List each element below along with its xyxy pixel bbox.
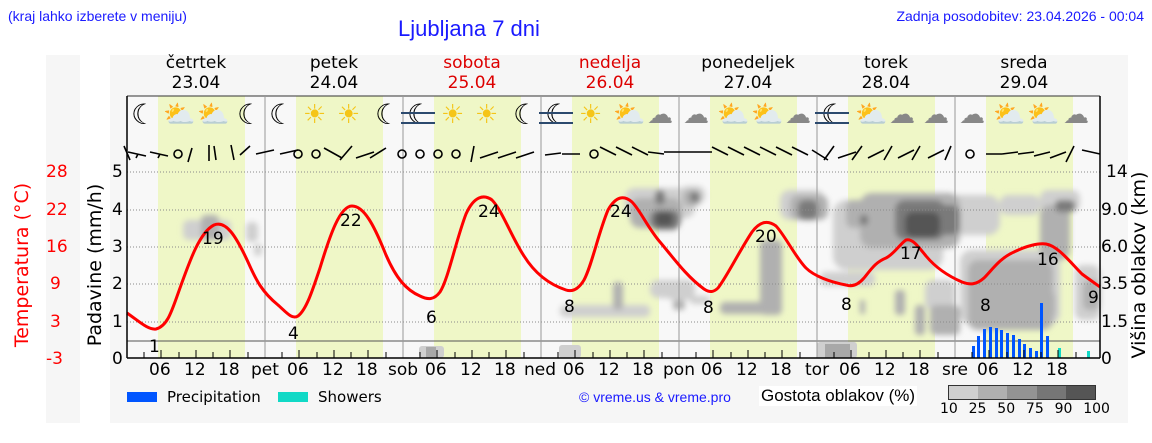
day-label-1: petek 24.04 <box>309 53 359 93</box>
gridlines <box>127 171 1100 323</box>
sun-icon: ☀ <box>475 100 499 130</box>
sun-cloud-icon: ⛅ <box>163 100 196 130</box>
temp-max-label: 22 <box>340 211 362 231</box>
cloud-icon: ☁ <box>889 100 915 130</box>
precip-tick: 3 <box>112 237 123 257</box>
temp-tick: -3 <box>46 349 63 369</box>
precip-tick: 2 <box>112 274 123 294</box>
precip-tick: 4 <box>112 200 123 220</box>
day-label-5: torek 28.04 <box>861 53 911 93</box>
temp-max-label: 24 <box>478 202 500 222</box>
hour-ticks <box>143 350 1077 358</box>
sun-cloud-icon: ⛅ <box>855 100 888 130</box>
temp-tick: 22 <box>46 200 68 220</box>
day-label-0: četrtek 23.04 <box>165 53 227 93</box>
sun-cloud-icon: ⛅ <box>613 100 646 130</box>
location-hint-link[interactable]: (kraj lahko izberete v meniju) <box>8 8 187 24</box>
precip-tick: 5 <box>112 162 123 182</box>
temp-min-label: 1 <box>149 337 160 357</box>
day-label-6: sreda 29.04 <box>999 53 1049 93</box>
cloud-icon: ☁ <box>647 100 673 130</box>
sun-cloud-icon: ⛅ <box>751 100 784 130</box>
moon-icon: ☾ <box>237 98 263 131</box>
weather-icons-row: ☾ ⛅ ⛅ ☾ ☾ ☀ ☀ ☾ ☾ ☀ ☀ ☾ ☾ ☀ ⛅ ☁ ☁ ⛅ ⛅ ☁ … <box>127 98 1100 142</box>
cloud-tick: 3.5 <box>1101 274 1129 294</box>
temp-tick: 28 <box>46 162 68 182</box>
cloud-tick: 9.0 <box>1101 200 1129 220</box>
sun-icon: ☀ <box>303 100 327 130</box>
sun-cloud-icon: ⛅ <box>717 100 750 130</box>
temp-min-label: 6 <box>426 308 437 328</box>
temp-min-label: 8 <box>564 297 575 317</box>
precip-tick: 1 <box>112 312 123 332</box>
legend-precipitation: Precipitation <box>127 388 261 406</box>
day-label-3: nedelja 26.04 <box>578 53 642 93</box>
sun-cloud-rain-icon: ⛅ <box>1027 100 1060 130</box>
temperature-line <box>126 195 1101 331</box>
cloud-rain-icon: ☁ <box>959 100 985 130</box>
cloud-density-scale <box>948 385 1096 400</box>
temp-tick: 3 <box>50 312 61 332</box>
temp-axis-panel <box>46 55 80 423</box>
sun-cloud-rain-icon: ⛅ <box>993 100 1026 130</box>
moon-fog-icon: ☾ <box>401 98 435 131</box>
cloud-density <box>183 186 1100 335</box>
temp-min-label: 8 <box>703 298 714 318</box>
cloud-icon: ☁ <box>923 100 949 130</box>
moon-icon: ☾ <box>131 98 157 131</box>
sun-icon: ☀ <box>579 100 603 130</box>
sun-icon: ☀ <box>337 100 361 130</box>
day-labels: četrtek 23.04 petek 24.04 sobota 25.04 nede… <box>127 53 1093 93</box>
temp-max-label: 20 <box>755 227 777 247</box>
credit-link[interactable]: © vreme.us & vreme.pro <box>579 389 731 405</box>
moon-fog-icon: ☾ <box>539 98 573 131</box>
showers-swatch <box>278 392 308 402</box>
temp-max-label: 16 <box>1037 250 1059 270</box>
moon-fog-icon: ☾ <box>815 98 849 131</box>
temp-end-label: 9 <box>1088 288 1099 308</box>
temp-tick: 16 <box>46 237 68 257</box>
moon-cloud-rain-icon: ☁ <box>1063 100 1089 130</box>
sun-cloud-icon: ⛅ <box>197 100 230 130</box>
precipitation-swatch <box>127 392 157 402</box>
page-title: Ljubljana 7 dni <box>398 16 540 41</box>
wind-barbs <box>123 144 1101 163</box>
cloud-tick: 14 <box>1106 162 1128 182</box>
day-label-2: sobota 25.04 <box>443 53 501 93</box>
precip-tick: 0 <box>112 349 123 369</box>
cloud-density-ticks: 10 25 50 75 90 100 <box>940 401 1110 417</box>
temp-min-label: 8 <box>841 295 852 315</box>
temp-max-label: 19 <box>202 229 224 249</box>
x-axis-labels: 06 12 18 pet 06 12 18 sob 06 12 18 ned 0… <box>149 360 1068 380</box>
temp-min-label: 8 <box>980 296 991 316</box>
moon-icon: ☾ <box>375 98 401 131</box>
temp-max-label: 24 <box>610 202 632 222</box>
shower-bars <box>1058 348 1090 358</box>
sun-icon: ☀ <box>441 100 465 130</box>
moon-cloud-icon: ☁ <box>785 100 811 130</box>
moon-icon: ☾ <box>513 98 539 131</box>
day-label-4: ponedeljek 27.04 <box>701 53 795 93</box>
moon-cloud-icon: ☁ <box>683 100 709 130</box>
cloud-density-label: Gostota oblakov (%) <box>759 386 918 406</box>
temp-min-label: 4 <box>288 324 299 344</box>
temp-max-label: 17 <box>900 244 922 264</box>
last-update: Zadnja posodobitev: 23.04.2026 - 00:04 <box>896 8 1144 24</box>
cloud-tick: 6.0 <box>1101 237 1129 257</box>
day-dividers <box>264 96 956 358</box>
legend-showers: Showers <box>278 388 382 406</box>
temp-tick: 9 <box>50 274 61 294</box>
moon-icon: ☾ <box>269 98 295 131</box>
cloud-tick: 1.5 <box>1101 312 1129 332</box>
cloud-tick: 0 <box>1101 349 1112 369</box>
